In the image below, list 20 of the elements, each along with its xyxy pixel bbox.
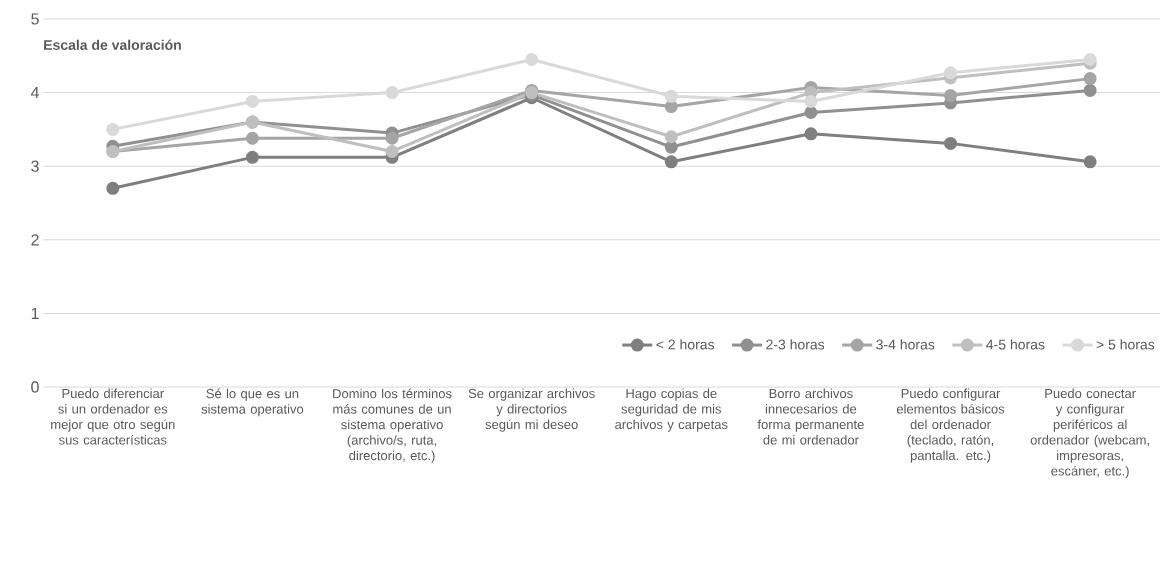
x-tick-label: Puedo configurar elementos básicos del ordenador (teclado, ratón, pantalla. etc.) <box>896 388 1005 463</box>
y-tick-label: 4 <box>30 87 39 99</box>
x-tick-label: Borro archivos innecesarios de forma permanente de mi ordenador <box>757 388 864 445</box>
text: Escala de valoración <box>44 39 181 50</box>
y-tick-label: 0 <box>31 381 39 393</box>
x-tick-label: Sé lo que es un sistema operativo <box>201 388 304 417</box>
x-tick-label: Se organizar archivos y directorios según mi deseo <box>468 388 595 432</box>
legend-label: 3-4 horas <box>876 339 935 350</box>
x-tick-label: Puedo conectar y configurar periféricos al ordenador (webcam, impresoras, escáner, etc.) <box>1030 388 1149 479</box>
legend-label: 4-5 horas <box>986 339 1045 350</box>
legend-label: < 2 horas <box>656 339 715 350</box>
y-tick-label: 3 <box>31 160 39 172</box>
y-tick-label: 5 <box>31 13 39 25</box>
x-tick-label: Hago copias de seguridad de mis archivos y carpetas <box>615 388 728 432</box>
x-tick-label: Puedo diferenciar si un ordenador es mejor que otro según sus características <box>51 388 175 445</box>
y-tick-label: 1 <box>31 307 39 319</box>
y-tick-label: 2 <box>31 234 39 246</box>
x-tick-label: Domino los términos más comunes de un sistema operativo (archivo/s, ruta, directorio, etc.) <box>333 388 452 463</box>
legend-label: > 5 horas <box>1096 339 1155 350</box>
legend-label: 2-3 horas <box>766 339 825 350</box>
